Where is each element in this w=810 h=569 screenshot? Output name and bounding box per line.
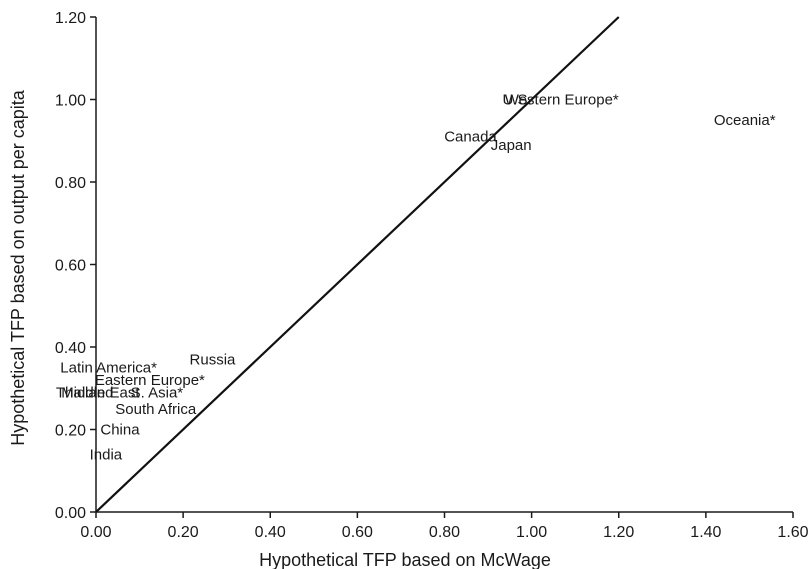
x-tick-label: 1.60 xyxy=(777,524,808,541)
data-point-label: Thailand xyxy=(56,384,114,401)
data-point-label: China xyxy=(100,422,140,439)
y-tick-label: 1.00 xyxy=(55,93,86,110)
reference-45-degree-line xyxy=(95,16,620,513)
x-tick-label: 1.20 xyxy=(603,524,634,541)
data-point-label: Western Europe* xyxy=(505,92,619,109)
x-tick-label: 0.60 xyxy=(342,524,373,541)
data-point-label: S. Asia* xyxy=(131,384,184,401)
x-axis-ticks: 0.00 0.20 0.40 0.60 0.80 1.00 1.20 1.40 1.60 xyxy=(80,512,809,541)
data-point-label: Middle East xyxy=(61,384,140,401)
data-point-label: India xyxy=(90,446,123,463)
x-tick-label: 0.20 xyxy=(168,524,199,541)
y-axis-title: Hypothetical TFP based on output per cap… xyxy=(8,89,28,446)
data-point-label: Japan xyxy=(491,137,532,154)
data-point-label: Russia xyxy=(190,351,237,368)
y-tick-label: 1.20 xyxy=(55,10,86,27)
y-tick-label: 0.80 xyxy=(55,175,86,192)
data-point-label: Oceania* xyxy=(714,112,776,129)
x-tick-label: 0.00 xyxy=(80,524,111,541)
y-tick-label: 0.20 xyxy=(55,423,86,440)
y-tick-label: 0.40 xyxy=(55,340,86,357)
x-axis-title: Hypothetical TFP based on McWage xyxy=(259,550,551,569)
x-tick-label: 1.40 xyxy=(690,524,721,541)
data-point-label: Latin America* xyxy=(60,360,157,377)
y-tick-label: 0.60 xyxy=(55,258,86,275)
x-tick-label: 1.00 xyxy=(516,524,547,541)
y-axis-ticks: 0.00 0.20 0.40 0.60 0.80 1.00 1.20 xyxy=(55,10,96,522)
x-tick-label: 0.40 xyxy=(255,524,286,541)
data-point-label: Eastern Europe* xyxy=(95,372,205,389)
y-tick-label: 0.00 xyxy=(55,505,86,522)
x-tick-label: 0.80 xyxy=(429,524,460,541)
data-point-label: U.S. xyxy=(502,92,531,109)
data-point-label: Canada xyxy=(444,129,497,146)
data-point-label: South Africa xyxy=(115,401,197,418)
